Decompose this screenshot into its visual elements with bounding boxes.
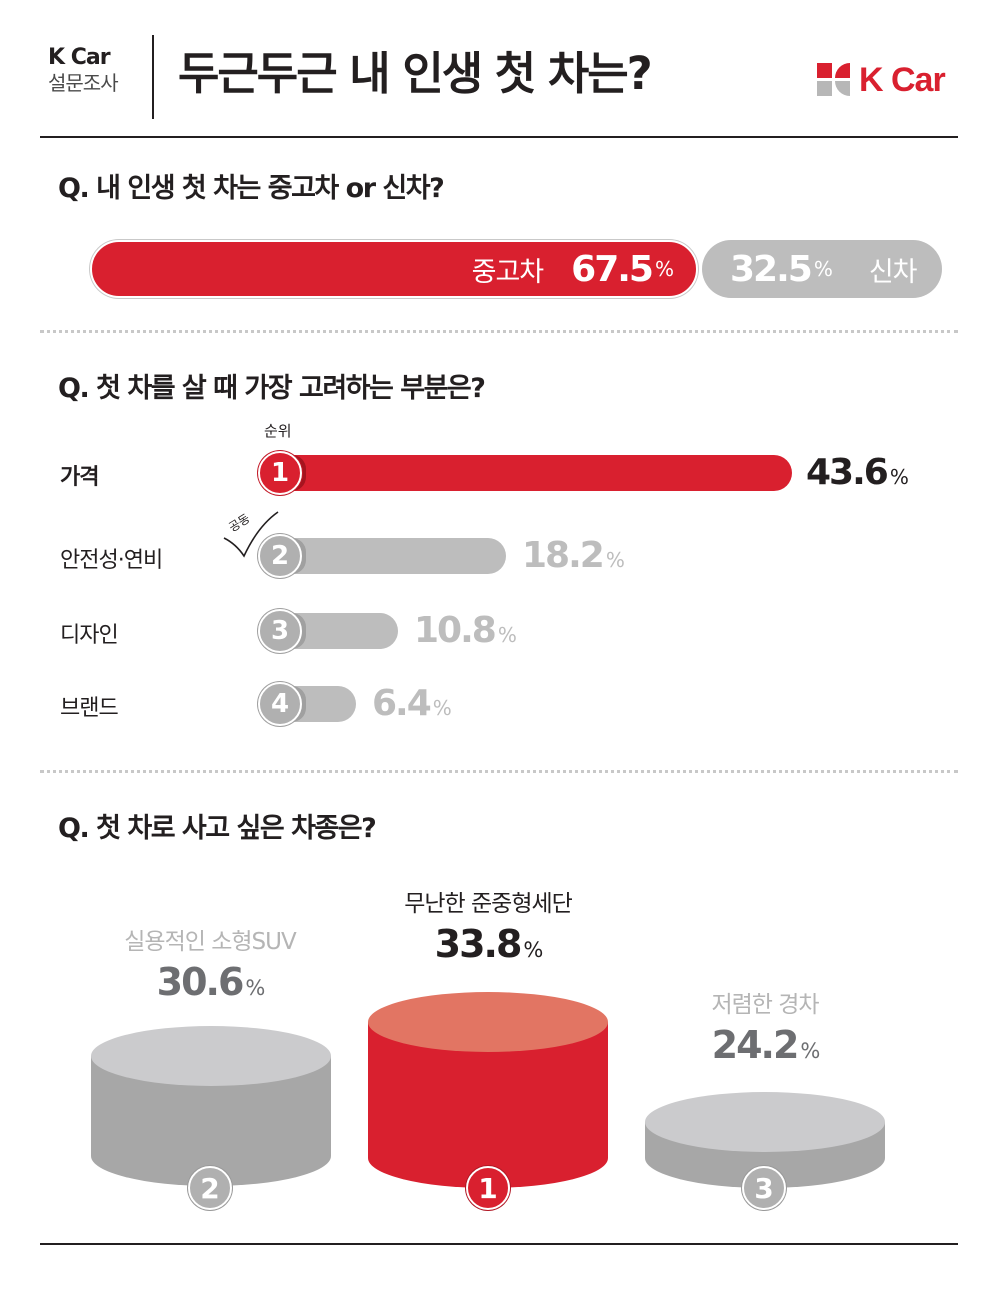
header: K Car 설문조사 두근두근 내 인생 첫 차는? K Car	[40, 30, 958, 138]
footer-rule	[40, 1243, 958, 1245]
q2-item-label: 안전성·연비	[60, 548, 163, 573]
q2-value-brand: 6.4%	[372, 683, 452, 724]
q2-bar-price	[258, 455, 792, 491]
q2-row-brand: 브랜드 4 6.4%	[0, 682, 1000, 726]
rank-badge-3: 3	[258, 609, 302, 653]
q2-value-safety: 18.2%	[522, 535, 625, 576]
q3-label-suv: 실용적인 소형SUV	[124, 929, 296, 955]
section-divider	[40, 330, 958, 333]
brand-subtitle: 설문조사	[48, 71, 119, 95]
kcar-logo-icon	[817, 63, 851, 97]
rank-badge-2: 2	[188, 1166, 232, 1210]
q3-label-sedan: 무난한 준중형세단	[404, 891, 573, 917]
q1-split-bar: 중고차 67.5 % 32.5 % 신차	[90, 240, 942, 298]
q2-value-design: 10.8%	[414, 610, 517, 651]
survey-brand: K Car 설문조사	[48, 46, 148, 96]
kcar-logo: K Car	[817, 60, 946, 100]
q2-value-price: 43.6%	[806, 452, 909, 493]
q1-new-value: 32.5	[730, 248, 813, 290]
rank-badge-1: 1	[258, 451, 302, 495]
checkmark-icon	[223, 511, 279, 558]
q2-item-label: 디자인	[60, 623, 119, 648]
rank-badge-2: 2	[258, 534, 302, 578]
q1-used-segment: 중고차 67.5 %	[90, 240, 698, 298]
q2-row-safety: 안전성·연비 2 18.2%	[0, 534, 1000, 578]
q1-new-segment: 32.5 % 신차	[702, 240, 942, 298]
q2-item-label: 가격	[60, 465, 99, 490]
q1-used-value: 67.5	[571, 248, 654, 290]
q3-cylinder-suv	[91, 1026, 331, 1186]
q1-question: Q. 내 인생 첫 차는 중고차 or 신차?	[58, 173, 445, 204]
q3-cylinder-compact	[645, 1092, 885, 1188]
q3-value-sedan: 33.8%	[434, 922, 544, 966]
q1-used-label: 중고차	[471, 256, 545, 288]
q3-value-compact: 24.2%	[711, 1023, 821, 1067]
rank-badge-3: 3	[742, 1166, 786, 1210]
q3-cylinder-sedan	[368, 992, 608, 1188]
q1-new-unit: %	[813, 257, 833, 281]
logo-text: K Car	[859, 60, 946, 99]
tie-note-annotation: 공동	[222, 508, 282, 560]
q2-row-price: 가격 1 43.6%	[0, 451, 1000, 495]
rank-badge-1: 1	[466, 1166, 510, 1210]
rank-caption: 순위	[264, 422, 292, 440]
q3-value-suv: 30.6%	[156, 960, 266, 1004]
q2-item-label: 브랜드	[60, 696, 119, 721]
section-divider	[40, 770, 958, 773]
q3-question: Q. 첫 차로 사고 싶은 차종은?	[58, 813, 377, 844]
header-rule	[40, 136, 958, 138]
q1-used-unit: %	[654, 257, 674, 281]
q1-new-label: 신차	[868, 256, 918, 288]
brand-name: K Car	[48, 45, 111, 70]
rank-badge-4: 4	[258, 682, 302, 726]
q2-row-design: 디자인 3 10.8%	[0, 609, 1000, 653]
q2-question: Q. 첫 차를 살 때 가장 고려하는 부분은?	[58, 373, 486, 404]
q3-label-compact: 저렴한 경차	[711, 992, 819, 1018]
page-title: 두근두근 내 인생 첫 차는?	[178, 47, 653, 100]
header-divider	[152, 35, 154, 119]
